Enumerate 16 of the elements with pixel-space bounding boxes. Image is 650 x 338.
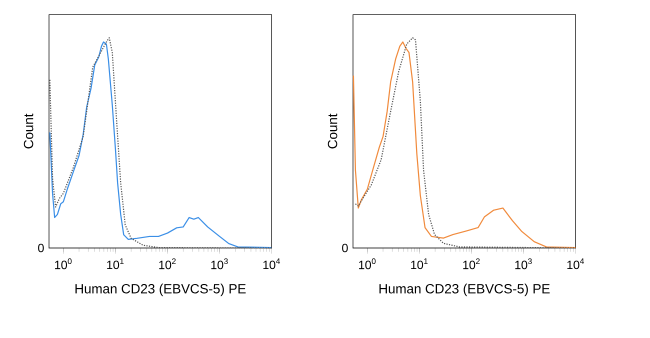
x-tick-label: 10$^{4}$ [567,258,584,270]
y-axis-title: Count [24,114,34,148]
text: 0 [342,244,348,252]
x-tick-label: 10$^{0}$ [55,258,72,270]
x-tick-label: 10$^{1}$ [107,258,124,270]
x-tick-label: 10$^{4}$ [263,258,280,270]
x-tick-label: 10$^{2}$ [159,258,176,270]
x-tick-label: 10$^{3}$ [211,258,228,270]
y-axis-title: Count [328,114,338,148]
x-tick-label: 10$^{0}$ [359,258,376,270]
x-axis-title: Human CD23 (EBVCS-5) PE [75,284,246,296]
x-axis-title: Human CD23 (EBVCS-5) PE [379,284,550,296]
x-tick-label: 10$^{3}$ [515,258,532,270]
x-tick-label: 10$^{2}$ [463,258,480,270]
x-tick-label: 10$^{1}$ [411,258,428,270]
text: 0 [38,244,44,252]
